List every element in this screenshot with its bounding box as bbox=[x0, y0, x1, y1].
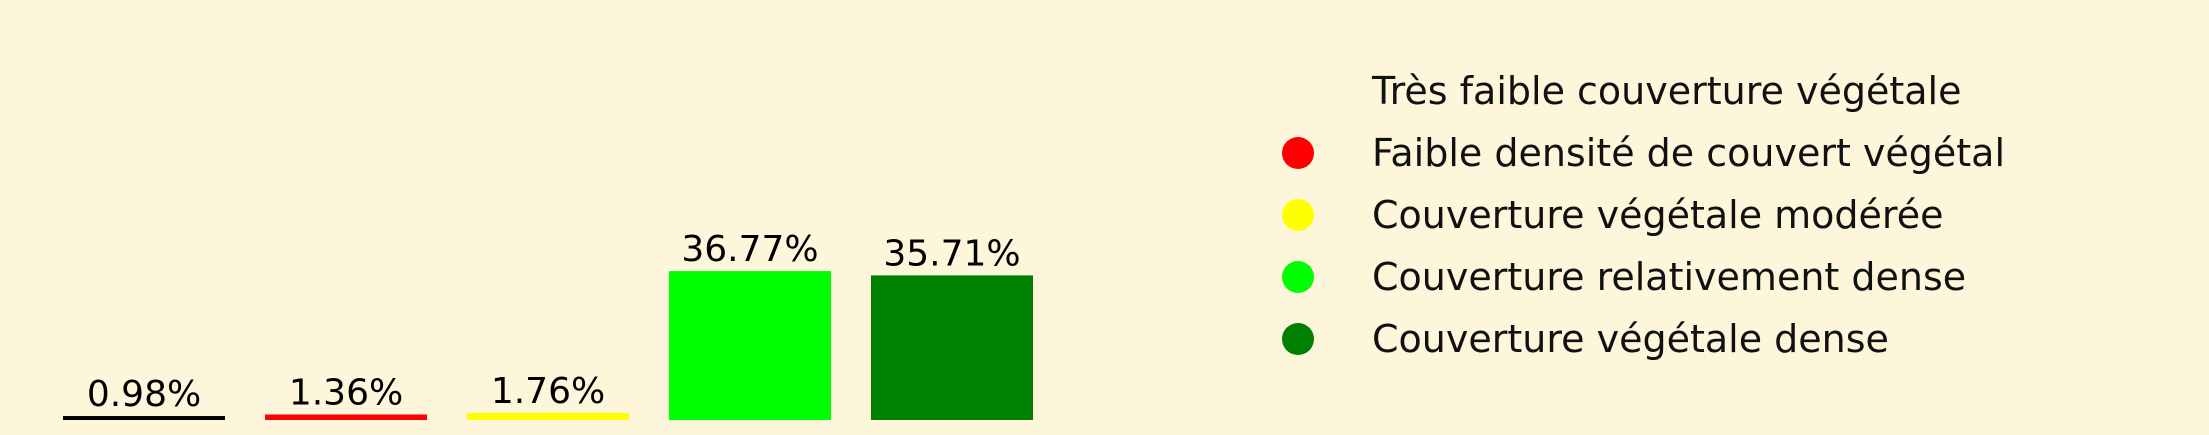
legend-item: Faible densité de couvert végétal bbox=[1280, 122, 2005, 184]
legend-item: Couverture végétale modérée bbox=[1280, 184, 2005, 246]
legend-marker bbox=[1282, 261, 1314, 293]
bar bbox=[669, 271, 831, 420]
legend-marker bbox=[1282, 137, 1314, 169]
legend-marker bbox=[1282, 323, 1314, 355]
legend-item: Couverture végétale dense bbox=[1280, 308, 2005, 370]
bar bbox=[63, 416, 225, 420]
bar-plot-area: 0.98% 1.36% 1.76% 36.77% 35.71% bbox=[63, 229, 1033, 420]
legend-marker bbox=[1282, 199, 1314, 231]
bar-data-label: 35.71% bbox=[883, 233, 1020, 274]
legend-item: Très faible couverture végétale bbox=[1280, 60, 2005, 122]
bar-data-label: 0.98% bbox=[87, 374, 201, 415]
legend-item: Couverture relativement dense bbox=[1280, 246, 2005, 308]
legend-label: Couverture végétale dense bbox=[1372, 317, 1889, 361]
legend-marker bbox=[1282, 75, 1314, 107]
bar bbox=[467, 412, 629, 420]
bar-data-label: 1.76% bbox=[491, 371, 605, 412]
legend-label: Faible densité de couvert végétal bbox=[1372, 131, 2006, 175]
legend: Très faible couverture végétale Faible d… bbox=[1280, 60, 2005, 370]
legend-label: Couverture végétale modérée bbox=[1372, 193, 1944, 237]
bar-data-label: 1.36% bbox=[289, 372, 403, 413]
bar bbox=[265, 414, 427, 420]
legend-label: Couverture relativement dense bbox=[1372, 255, 1967, 299]
bars-group bbox=[63, 271, 1033, 420]
bar-data-label: 36.77% bbox=[681, 229, 818, 270]
bar-labels-group: 0.98% 1.36% 1.76% 36.77% 35.71% bbox=[87, 229, 1021, 415]
legend-label: Très faible couverture végétale bbox=[1372, 69, 1962, 113]
bar bbox=[871, 275, 1033, 420]
